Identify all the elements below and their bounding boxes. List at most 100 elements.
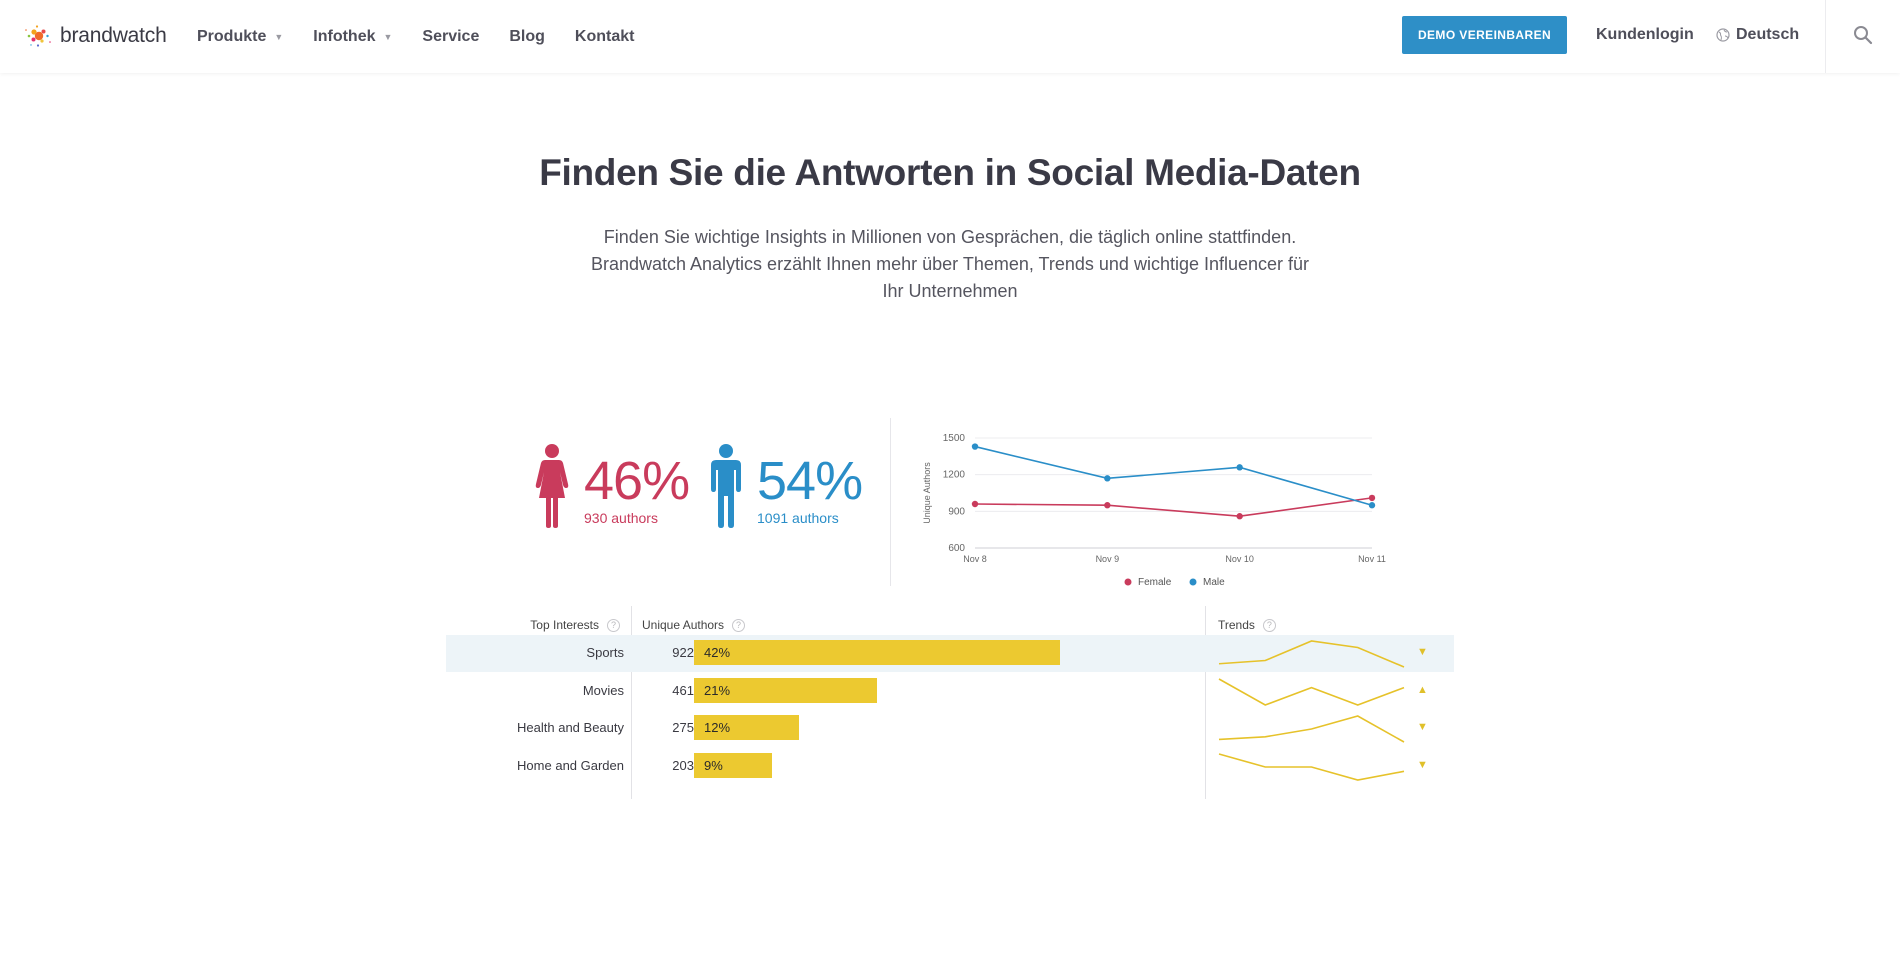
demo-button[interactable]: DEMO VEREINBAREN bbox=[1402, 16, 1567, 54]
header-top-interests: Top Interests ? bbox=[530, 618, 620, 632]
male-stat: 54% 1091 authors bbox=[707, 444, 863, 528]
interest-bar bbox=[694, 715, 799, 740]
y-tick-label: 900 bbox=[948, 506, 965, 517]
hero-subtitle-line: Brandwatch Analytics erzählt Ihnen mehr … bbox=[590, 254, 1310, 274]
site-header: brandwatch Produkte ▼ Infothek ▼ Service B… bbox=[0, 0, 1900, 73]
panel-divider bbox=[890, 418, 891, 586]
trend-down-icon: ▼ bbox=[1417, 646, 1428, 658]
nav-item-kontakt[interactable]: Kontakt bbox=[575, 28, 635, 46]
brandwatch-logo-icon bbox=[25, 25, 51, 47]
header-top-interests-label: Top Interests bbox=[530, 618, 599, 632]
y-tick-label: 1200 bbox=[943, 470, 966, 481]
data-point-male bbox=[1368, 502, 1376, 509]
percent-label: 42% bbox=[704, 645, 731, 660]
trend-up-icon: ▲ bbox=[1417, 683, 1428, 696]
brandwatch-logo[interactable]: brandwatch bbox=[22, 22, 167, 50]
header-unique-authors: Unique Authors ? bbox=[642, 618, 746, 632]
interest-label: Sports bbox=[586, 645, 624, 660]
trend-down-icon: ▼ bbox=[1417, 721, 1428, 733]
table-row[interactable]: Home and Garden 203 9% ▼ bbox=[446, 748, 1454, 785]
interest-label: Health and Beauty bbox=[517, 720, 624, 735]
help-icon[interactable]: ? bbox=[1262, 618, 1276, 632]
hero-subtitle-line: Ihr Unternehmen bbox=[882, 281, 1018, 301]
male-authors: 1091 authors bbox=[757, 510, 839, 526]
legend-marker bbox=[1124, 578, 1132, 586]
nav-item-infothek[interactable]: Infothek ▼ bbox=[313, 28, 392, 46]
hero-subtitle: Finden Sie wichtige Insights in Millione… bbox=[580, 224, 1320, 305]
nav-label: Infothek bbox=[313, 27, 376, 45]
trend-sparkline bbox=[1218, 752, 1405, 781]
legend-label: Female bbox=[1138, 577, 1172, 588]
data-point-male bbox=[971, 443, 979, 450]
female-authors: 930 authors bbox=[584, 510, 658, 526]
interest-bar bbox=[694, 752, 773, 778]
table-row[interactable]: Health and Beauty 275 12% ▼ bbox=[446, 710, 1454, 747]
header-trends: Trends ? bbox=[1218, 618, 1276, 632]
interest-bar bbox=[694, 640, 1061, 665]
language-label: Deutsch bbox=[1736, 26, 1800, 43]
data-point-male bbox=[1236, 464, 1243, 471]
nav-label: Service bbox=[422, 27, 480, 45]
series-line-female bbox=[974, 497, 1373, 518]
data-point-female bbox=[1368, 494, 1376, 502]
column-divider bbox=[1205, 606, 1206, 799]
chevron-down-icon: ▼ bbox=[383, 31, 393, 42]
search-icon bbox=[1854, 26, 1873, 45]
trend-line bbox=[1218, 640, 1405, 668]
y-tick-label: 1500 bbox=[943, 433, 966, 444]
trend-sparkline bbox=[1218, 677, 1405, 706]
trend-line bbox=[1218, 677, 1405, 706]
kundenlogin-link[interactable]: Kundenlogin bbox=[1596, 26, 1694, 43]
author-count: 461 bbox=[672, 682, 694, 698]
male-percent: 54% bbox=[757, 451, 863, 511]
data-point-female bbox=[1236, 513, 1243, 520]
data-point-female bbox=[1104, 502, 1111, 509]
nav-label: Blog bbox=[509, 27, 545, 45]
column-divider bbox=[631, 606, 632, 799]
nav-item-service[interactable]: Service bbox=[422, 28, 479, 46]
search-button[interactable] bbox=[1853, 25, 1875, 47]
globe-icon bbox=[1716, 28, 1730, 42]
series-line-male bbox=[974, 445, 1373, 506]
trend-down-icon: ▼ bbox=[1417, 758, 1428, 771]
author-count: 203 bbox=[672, 757, 694, 773]
interest-label: Home and Garden bbox=[517, 757, 624, 773]
header-divider bbox=[1825, 0, 1826, 73]
interest-bar bbox=[694, 677, 878, 703]
y-axis-label: Unique Authors bbox=[922, 462, 932, 524]
x-tick-label: Nov 10 bbox=[1225, 554, 1254, 564]
page-title: Finden Sie die Antworten in Social Media… bbox=[539, 152, 1361, 193]
legend-label: Male bbox=[1203, 577, 1225, 588]
nav-item-produkte[interactable]: Produkte ▼ bbox=[197, 28, 283, 46]
interests-table: Top Interests ? Unique Authors ? Trends … bbox=[446, 606, 1454, 806]
author-count: 275 bbox=[672, 720, 694, 735]
header-unique-authors-label: Unique Authors bbox=[642, 618, 725, 632]
data-point-male bbox=[1104, 475, 1111, 482]
nav-label: Kontakt bbox=[574, 27, 635, 45]
help-icon[interactable]: ? bbox=[607, 618, 620, 632]
data-point-female bbox=[971, 500, 979, 508]
trend-sparkline bbox=[1218, 640, 1405, 668]
x-tick-label: Nov 9 bbox=[1096, 554, 1120, 564]
help-icon[interactable]: ? bbox=[732, 618, 746, 632]
female-icon bbox=[535, 444, 569, 528]
trend-line bbox=[1218, 752, 1405, 781]
chevron-down-icon: ▼ bbox=[274, 31, 284, 42]
x-tick-label: Nov 8 bbox=[963, 554, 987, 564]
trend-sparkline bbox=[1218, 715, 1405, 743]
table-row[interactable]: Sports 922 42% ▼ bbox=[446, 635, 1454, 672]
female-stat: 46% 930 authors bbox=[531, 444, 690, 528]
table-row[interactable]: Movies 461 21% ▲ bbox=[446, 673, 1454, 710]
percent-label: 21% bbox=[704, 682, 731, 698]
female-text: 46% 930 authors bbox=[584, 451, 690, 526]
language-selector[interactable]: Deutsch bbox=[1716, 26, 1799, 44]
male-icon bbox=[711, 444, 741, 528]
legend-marker bbox=[1189, 578, 1197, 586]
interest-label: Movies bbox=[582, 682, 624, 698]
logo-text: brandwatch bbox=[60, 24, 167, 47]
hero-subtitle-line: Finden Sie wichtige Insights in Millione… bbox=[603, 227, 1297, 247]
author-count: 922 bbox=[672, 645, 694, 660]
female-percent: 46% bbox=[584, 451, 690, 511]
main-nav: Produkte ▼ Infothek ▼ Service Blog Kontakt bbox=[197, 0, 664, 73]
nav-item-blog[interactable]: Blog bbox=[509, 28, 545, 46]
